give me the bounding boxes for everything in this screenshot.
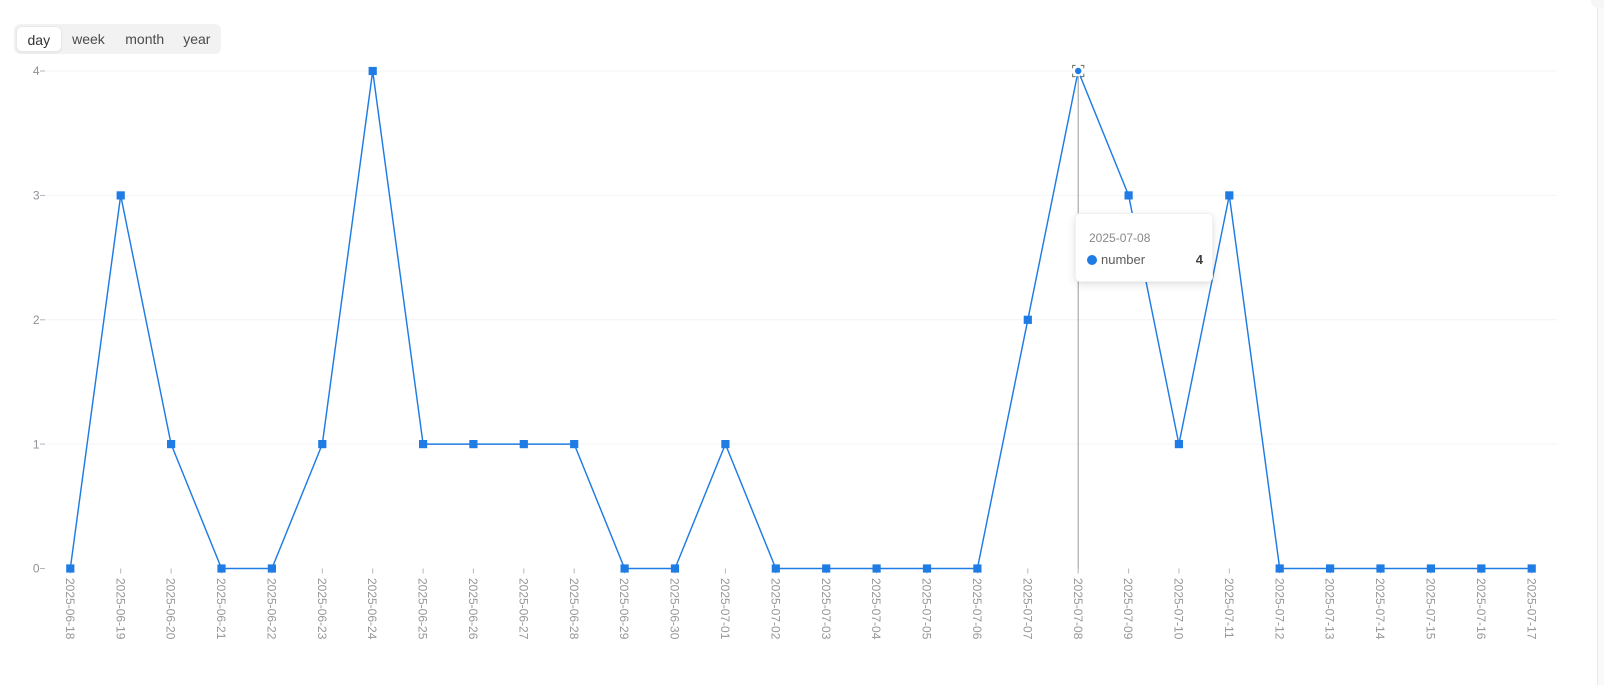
svg-text:2025-07-04: 2025-07-04	[869, 578, 883, 640]
svg-text:2025-07-14: 2025-07-14	[1373, 578, 1387, 640]
svg-text:2025-06-27: 2025-06-27	[516, 578, 530, 640]
svg-text:2025-06-20: 2025-06-20	[164, 578, 178, 640]
svg-text:2025-07-01: 2025-07-01	[718, 578, 732, 640]
svg-text:0: 0	[33, 562, 40, 576]
svg-text:2025-06-29: 2025-06-29	[617, 578, 631, 640]
svg-text:2025-07-03: 2025-07-03	[819, 578, 833, 640]
svg-text:2025-07-16: 2025-07-16	[1474, 578, 1488, 640]
svg-text:2: 2	[33, 313, 40, 327]
svg-text:2025-06-21: 2025-06-21	[214, 578, 228, 640]
svg-text:2025-07-11: 2025-07-11	[1222, 578, 1236, 639]
svg-text:2025-06-28: 2025-06-28	[567, 578, 581, 640]
svg-text:2025-07-02: 2025-07-02	[768, 578, 782, 640]
svg-text:2025-07-07: 2025-07-07	[1020, 578, 1034, 640]
svg-text:2025-06-25: 2025-06-25	[416, 578, 430, 640]
svg-text:2025-07-15: 2025-07-15	[1424, 578, 1438, 640]
svg-text:2025-06-30: 2025-06-30	[668, 578, 682, 640]
svg-text:2025-07-17: 2025-07-17	[1524, 578, 1538, 640]
svg-text:2025-07-06: 2025-07-06	[970, 578, 984, 640]
svg-text:2025-06-19: 2025-06-19	[113, 578, 127, 640]
svg-text:2025-07-12: 2025-07-12	[1272, 578, 1286, 640]
svg-text:2025-06-18: 2025-06-18	[63, 578, 77, 640]
svg-text:2025-06-24: 2025-06-24	[365, 578, 379, 640]
svg-text:4: 4	[33, 64, 40, 78]
svg-text:2025-06-26: 2025-06-26	[466, 578, 480, 640]
svg-text:2025-07-09: 2025-07-09	[1121, 578, 1135, 640]
svg-text:2025-07-05: 2025-07-05	[920, 578, 934, 640]
svg-text:2025-07-08: 2025-07-08	[1071, 578, 1085, 640]
svg-text:2025-07-13: 2025-07-13	[1323, 578, 1337, 640]
svg-text:2025-07-10: 2025-07-10	[1172, 578, 1186, 640]
svg-text:2025-06-23: 2025-06-23	[315, 578, 329, 640]
svg-text:3: 3	[33, 189, 40, 203]
svg-text:2025-06-22: 2025-06-22	[264, 578, 278, 640]
svg-text:1: 1	[33, 437, 40, 451]
